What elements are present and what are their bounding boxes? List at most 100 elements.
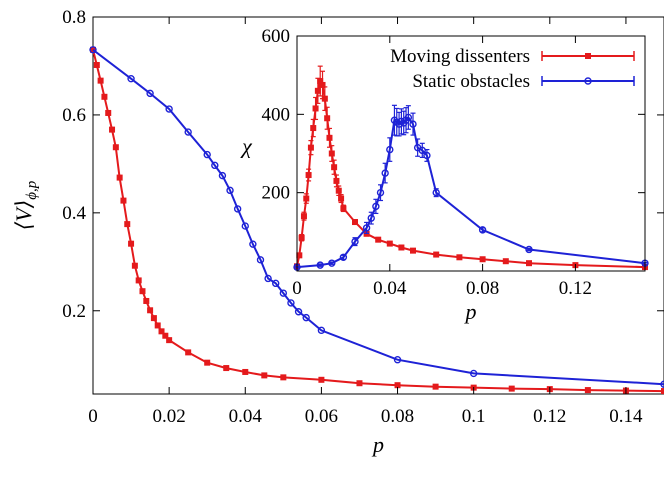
data-point — [409, 120, 417, 128]
data-point — [394, 382, 401, 389]
data-point — [226, 186, 234, 195]
data-point — [362, 224, 371, 232]
series-static-obstacles — [293, 104, 649, 271]
data-point — [272, 279, 280, 288]
data-point — [418, 146, 426, 155]
data-point — [660, 380, 664, 388]
data-point — [410, 247, 416, 254]
data-point — [333, 177, 340, 184]
data-point — [158, 328, 165, 335]
data-point — [135, 277, 142, 284]
legend-label: Moving dissenters — [390, 46, 530, 67]
data-point — [393, 356, 402, 364]
x-tick-label: 0.06 — [305, 406, 338, 427]
data-point — [328, 259, 336, 267]
x-tick-label: 0.14 — [609, 406, 643, 427]
data-point — [296, 252, 303, 259]
x-tick-label: 0.12 — [559, 278, 592, 299]
legend-label: Static obstacles — [412, 71, 530, 92]
data-point — [335, 187, 342, 194]
data-point — [97, 77, 104, 84]
x-tick-label: 0.04 — [373, 278, 407, 299]
y-tick-label: 200 — [262, 183, 291, 204]
data-point — [339, 253, 348, 261]
data-point — [241, 222, 249, 230]
data-point — [432, 383, 439, 390]
x-tick-label: 0.08 — [466, 278, 499, 299]
main-chart: 0 0.02 0.04 0.06 0.08 0.1 0.12 0.14 0.2 0.4 0.6 0.8… — [11, 7, 664, 457]
data-point — [165, 105, 173, 113]
data-point — [312, 105, 319, 112]
data-point — [661, 388, 664, 395]
data-point — [432, 188, 440, 197]
data-point — [352, 219, 358, 226]
data-point — [502, 258, 509, 265]
legend: Moving dissenters Static obstacles — [390, 46, 635, 92]
series-static-obstacles — [89, 46, 664, 388]
inset-ticks-layer: 0 0.04 0.08 0.12 200 400 600 — [262, 26, 645, 299]
legend-entry-static-obstacles: Static obstacles — [412, 71, 635, 92]
series-moving-dissenters — [294, 65, 648, 271]
data-point — [218, 171, 227, 180]
legend-entry-moving-dissenters: Moving dissenters — [390, 46, 635, 67]
data-point — [324, 115, 331, 122]
data-point — [109, 126, 116, 133]
data-point — [120, 197, 127, 204]
main-ticks-layer: 0 0.02 0.04 0.06 0.08 0.1 0.12 0.14 0.2 0.4 0.6 0.8 — [62, 7, 664, 427]
y-tick-label: 0.4 — [62, 203, 86, 224]
data-point — [331, 164, 338, 171]
data-point — [154, 322, 161, 329]
data-point — [386, 145, 394, 154]
data-point — [469, 369, 478, 378]
data-point — [223, 365, 230, 372]
data-point — [433, 251, 440, 258]
data-point — [526, 260, 532, 267]
inset-chart: 0 0.04 0.08 0.12 200 400 600 p χ Moving dissen… — [240, 26, 649, 324]
inset-series-layer — [293, 65, 649, 271]
legend-marker — [584, 77, 592, 85]
x-tick-label: 0.04 — [229, 406, 263, 427]
data-point — [314, 87, 321, 94]
y-tick-label: 600 — [262, 26, 291, 47]
data-point — [307, 144, 314, 151]
data-point — [456, 254, 463, 261]
main-y-axis-label-main: ⟨V⟩ — [11, 200, 36, 231]
main-y-axis-label-subscript: ϕ,p — [24, 180, 40, 200]
y-tick-label: 0.8 — [62, 7, 86, 28]
y-tick-label: 400 — [262, 104, 291, 125]
data-point — [264, 274, 272, 283]
data-point — [367, 214, 375, 222]
data-point — [233, 205, 242, 213]
data-point — [300, 213, 307, 220]
data-point — [372, 202, 380, 211]
data-point — [93, 61, 100, 68]
data-point — [116, 174, 123, 181]
data-point — [338, 195, 345, 202]
data-point — [112, 144, 119, 151]
x-tick-label: 0.02 — [153, 406, 186, 427]
data-point — [184, 128, 192, 136]
y-tick-label: 0.2 — [62, 301, 86, 322]
data-point — [302, 313, 310, 322]
data-point — [139, 288, 146, 295]
data-point — [303, 195, 310, 202]
data-point — [256, 256, 265, 264]
data-point — [584, 387, 591, 394]
data-point — [398, 244, 405, 251]
data-point — [105, 109, 112, 116]
data-point — [150, 315, 157, 322]
data-point — [101, 93, 108, 100]
data-point — [298, 234, 305, 241]
data-point — [386, 240, 393, 247]
data-point — [479, 256, 486, 263]
data-point — [89, 46, 97, 54]
data-point — [279, 289, 288, 297]
data-point — [340, 205, 347, 212]
data-point — [423, 151, 431, 160]
x-tick-label: 0.08 — [381, 406, 414, 427]
x-tick-label: 0 — [292, 278, 302, 299]
data-point — [508, 385, 515, 392]
data-point — [143, 297, 150, 304]
data-point — [294, 308, 303, 316]
inset-x-axis-label: p — [464, 299, 477, 324]
